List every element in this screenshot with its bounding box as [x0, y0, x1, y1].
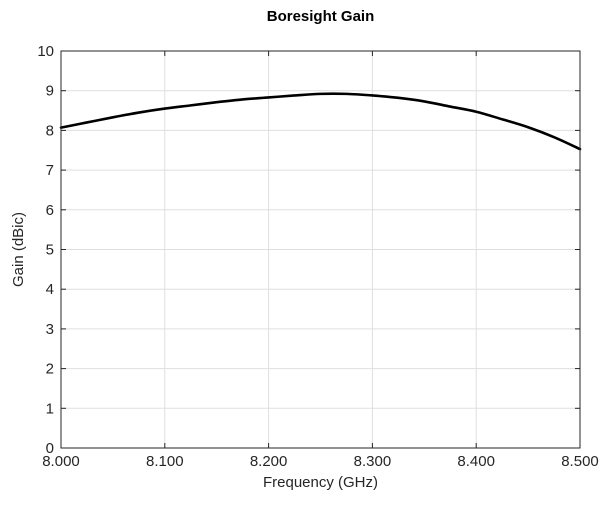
y-tick-label: 7	[46, 162, 54, 179]
y-tick-label: 8	[46, 122, 54, 139]
y-tick-label: 10	[37, 43, 54, 60]
y-tick-label: 5	[46, 242, 54, 259]
series-line	[59, 92, 582, 151]
y-tick-label: 0	[46, 440, 54, 457]
y-axis-label: Gain (dBic)	[10, 212, 27, 287]
y-tick-label: 3	[46, 321, 54, 338]
grid	[61, 51, 580, 448]
y-tick-label: 6	[46, 202, 54, 219]
y-tick-label: 9	[46, 83, 54, 100]
x-tick-label: 8.000	[42, 453, 80, 470]
x-tick-label: 8.500	[561, 453, 599, 470]
chart-title: Boresight Gain	[267, 8, 375, 25]
y-tick-label: 2	[46, 361, 54, 378]
x-tick-label: 8.200	[250, 453, 288, 470]
tick-labels: 8.000 8.100 8.200 8.300 8.400 8.500 0 1 2 3 4 5 6 7 8 9…	[37, 43, 598, 470]
y-tick-label: 1	[46, 400, 54, 417]
x-axis-label: Frequency (GHz)	[263, 474, 378, 491]
x-tick-label: 8.300	[354, 453, 392, 470]
x-tick-label: 8.100	[146, 453, 184, 470]
x-tick-label: 8.400	[457, 453, 495, 470]
y-tick-label: 4	[46, 281, 54, 298]
ticks	[60, 50, 581, 449]
